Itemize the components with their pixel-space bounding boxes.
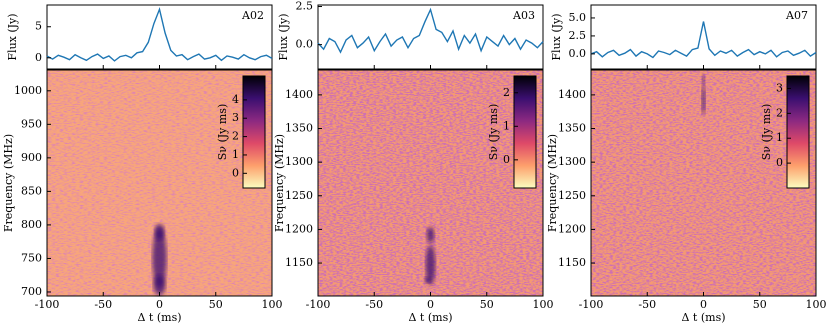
x-tick-label: -50	[94, 298, 112, 311]
spectrum-y-tick-label: 1200	[558, 222, 586, 235]
panel-title: A07	[785, 9, 808, 22]
x-tick-label: 100	[262, 298, 283, 311]
x-tick-label: -100	[306, 298, 331, 311]
burst-feature	[425, 245, 436, 285]
flux-axis-label: Flux (Jy)	[550, 13, 563, 60]
spectrum-y-tick-label: 1000	[14, 84, 42, 97]
colorbar-tick-label: 1	[503, 119, 510, 132]
x-tick-label: 50	[480, 298, 494, 311]
colorbar-tick-label: 0	[503, 153, 510, 166]
spectrum-y-tick-label: 1300	[558, 155, 586, 168]
spectrum-y-tick-label: 1400	[285, 88, 313, 101]
flux-axis-label: Flux (Jy)	[277, 13, 290, 60]
burst-feature	[701, 85, 706, 115]
flux-y-tick-label: 0.0	[296, 38, 314, 51]
colorbar-label: Sν (Jy ms)	[487, 104, 500, 161]
burst-feature	[424, 277, 431, 283]
colorbar-tick-label: 1	[232, 148, 239, 161]
spectrum-y-tick-label: 1300	[285, 155, 313, 168]
x-tick-label: 100	[533, 298, 554, 311]
y-axis-label: Frequency (MHz)	[273, 134, 286, 232]
y-axis-label: Frequency (MHz)	[546, 134, 559, 232]
spectrum-y-tick-label: 800	[21, 218, 42, 231]
x-tick-label: 0	[700, 298, 707, 311]
colorbar-tick-label: 0	[776, 156, 783, 169]
panel-title: A02	[241, 9, 264, 22]
colorbar-label: Sν (Jy ms)	[760, 104, 773, 161]
burst-feature	[152, 228, 167, 288]
spectrum-y-tick-label: 750	[21, 251, 42, 264]
x-axis-label: Δ t (ms)	[681, 311, 725, 324]
burst-feature	[426, 227, 435, 243]
flux-y-tick-label: 0	[35, 51, 42, 64]
flux-y-tick-label: 2.5	[296, 0, 314, 13]
x-tick-label: 0	[156, 298, 163, 311]
colorbar-tick-label: 0	[232, 166, 239, 179]
colorbar-tick-label: 1	[776, 131, 783, 144]
spectrum-y-tick-label: 1150	[558, 256, 586, 269]
spectrum-y-tick-label: 850	[21, 184, 42, 197]
colorbar-label: Sν (Jy ms)	[216, 104, 229, 161]
spectrum-y-tick-label: 1350	[558, 122, 586, 135]
x-axis-label: Δ t (ms)	[137, 311, 181, 324]
colorbar	[242, 75, 266, 189]
flux-line	[590, 21, 817, 59]
spectrum-y-tick-label: 1250	[558, 189, 586, 202]
colorbar-tick-label: 2	[776, 106, 783, 119]
x-tick-label: 50	[209, 298, 223, 311]
spectrum-y-tick-label: 1200	[285, 222, 313, 235]
colorbar-tick-label: 3	[776, 81, 783, 94]
flux-y-tick-label: 0.0	[569, 47, 587, 60]
burst-feature	[153, 275, 166, 295]
x-axis-label: Δ t (ms)	[408, 311, 452, 324]
burst-feature	[154, 224, 165, 240]
flux-frame	[590, 4, 817, 70]
flux-y-tick-label: 5.0	[569, 11, 587, 24]
x-tick-label: -50	[638, 298, 656, 311]
x-tick-label: -50	[365, 298, 383, 311]
flux-y-tick-label: 2.5	[569, 29, 587, 42]
colorbar-tick-label: 2	[232, 130, 239, 143]
colorbar	[513, 75, 537, 189]
flux-line	[317, 7, 544, 54]
x-tick-label: -100	[579, 298, 604, 311]
spectrum-y-tick-label: 1350	[285, 122, 313, 135]
spectrum-y-tick-label: 950	[21, 117, 42, 130]
burst-feature	[702, 74, 705, 86]
colorbar-tick-label: 2	[503, 86, 510, 99]
colorbar-tick-label: 3	[232, 111, 239, 124]
flux-line	[46, 6, 273, 62]
flux-y-tick-label: 5	[35, 20, 42, 33]
spectrum-y-tick-label: 900	[21, 151, 42, 164]
spectrum-y-tick-label: 700	[21, 285, 42, 298]
x-tick-label: 0	[427, 298, 434, 311]
spectrum-y-tick-label: 1400	[558, 88, 586, 101]
x-tick-label: 50	[753, 298, 767, 311]
x-tick-label: 100	[806, 298, 827, 311]
y-axis-label: Frequency (MHz)	[2, 134, 15, 232]
colorbar-tick-label: 4	[232, 93, 239, 106]
spectrum-y-tick-label: 1250	[285, 189, 313, 202]
spectrum-y-tick-label: 1150	[285, 256, 313, 269]
panel-title: A03	[512, 9, 535, 22]
x-tick-label: -100	[35, 298, 60, 311]
colorbar	[786, 75, 810, 189]
flux-axis-label: Flux (Jy)	[6, 13, 19, 60]
